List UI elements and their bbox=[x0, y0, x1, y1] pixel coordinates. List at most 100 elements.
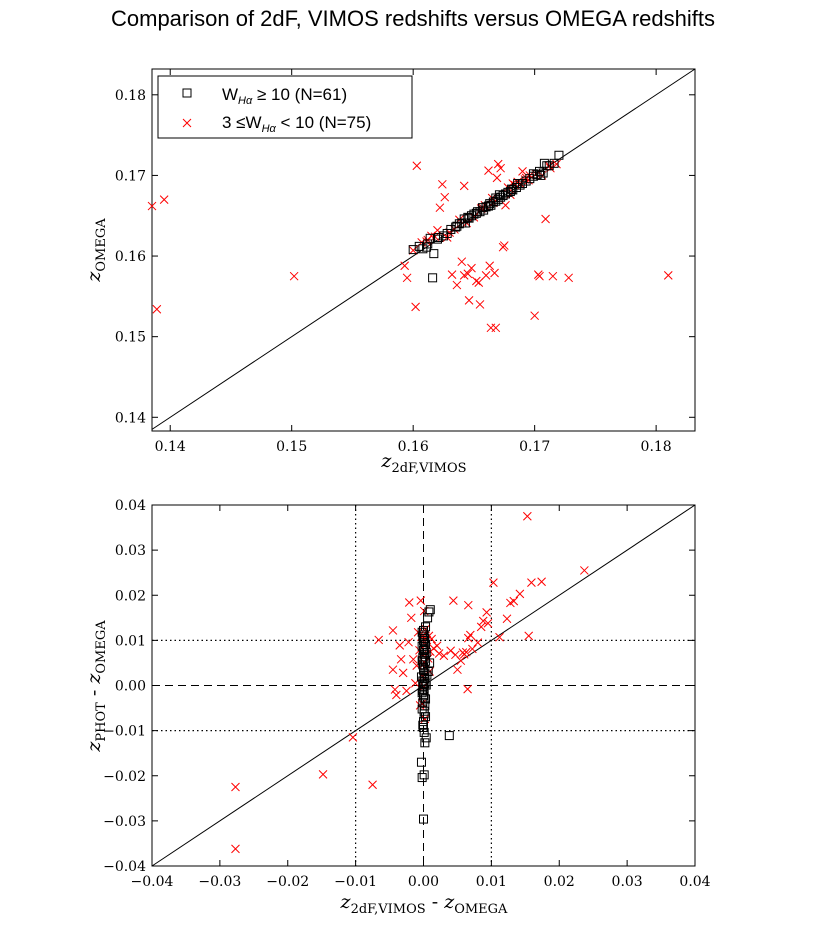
x-tick-label: −0.01 bbox=[334, 874, 377, 890]
square-marker bbox=[444, 731, 454, 741]
cross-marker bbox=[482, 608, 491, 617]
cross-marker bbox=[396, 654, 406, 664]
cross-marker bbox=[475, 300, 485, 309]
square-marker bbox=[425, 605, 435, 615]
square-marker bbox=[419, 706, 429, 716]
cross-marker bbox=[509, 596, 519, 606]
cross-marker bbox=[473, 638, 483, 647]
square-marker bbox=[420, 694, 430, 704]
square-marker bbox=[428, 273, 438, 283]
legend-cross-icon bbox=[182, 118, 192, 128]
cross-marker bbox=[374, 635, 384, 645]
square-marker bbox=[416, 757, 426, 767]
y-tick-label: 0.18 bbox=[115, 88, 146, 104]
cross-marker bbox=[434, 649, 444, 658]
cross-marker bbox=[368, 780, 377, 790]
square-marker bbox=[417, 656, 427, 666]
cross-marker bbox=[465, 630, 475, 640]
square-marker bbox=[496, 192, 506, 202]
cross-marker bbox=[159, 195, 169, 204]
cross-marker bbox=[433, 225, 442, 235]
cross-marker bbox=[490, 268, 499, 278]
cross-marker bbox=[395, 640, 405, 650]
square-marker bbox=[507, 184, 517, 194]
square-marker bbox=[421, 712, 431, 722]
cross-marker bbox=[496, 163, 505, 173]
cross-marker bbox=[552, 159, 561, 169]
cross-marker bbox=[492, 173, 502, 183]
x-tick-label: 0.03 bbox=[612, 874, 643, 890]
cross-marker bbox=[499, 241, 509, 250]
square-marker bbox=[423, 239, 433, 249]
cross-marker bbox=[404, 637, 413, 647]
cross-marker bbox=[400, 261, 410, 271]
square-marker bbox=[419, 625, 428, 635]
cross-marker bbox=[318, 770, 328, 779]
square-marker bbox=[419, 727, 429, 737]
square-marker bbox=[513, 178, 523, 188]
square-marker bbox=[460, 218, 470, 228]
cross-marker bbox=[493, 159, 503, 169]
cross-marker bbox=[453, 665, 462, 675]
square-marker bbox=[473, 207, 483, 217]
cross-marker bbox=[485, 261, 495, 271]
cross-marker bbox=[459, 181, 469, 191]
top-y-axis-label: zOMEGA bbox=[83, 218, 109, 283]
cross-marker bbox=[467, 263, 476, 273]
bottom-plot-points bbox=[231, 511, 589, 854]
cross-marker bbox=[541, 214, 550, 224]
square-marker bbox=[417, 773, 427, 783]
square-marker bbox=[425, 233, 435, 243]
y-tick-label: 0.02 bbox=[115, 588, 146, 604]
cross-marker bbox=[486, 323, 496, 333]
square-marker bbox=[419, 814, 428, 824]
cross-marker bbox=[530, 311, 540, 321]
cross-marker bbox=[348, 733, 358, 742]
square-marker bbox=[417, 627, 427, 637]
y-tick-label: 0.01 bbox=[115, 633, 146, 649]
cross-marker bbox=[471, 276, 481, 286]
cross-marker bbox=[447, 270, 457, 279]
cross-marker bbox=[476, 622, 486, 632]
cross-marker bbox=[398, 668, 408, 678]
legend-box bbox=[157, 75, 413, 139]
x-tick-label: −0.02 bbox=[266, 874, 309, 890]
cross-marker bbox=[406, 613, 416, 623]
cross-marker bbox=[463, 684, 472, 694]
cross-marker bbox=[483, 618, 493, 628]
square-marker bbox=[420, 679, 430, 689]
cross-marker bbox=[515, 589, 525, 599]
bottom-x-axis-label: z2dF,VIMOS - zOMEGA bbox=[340, 891, 508, 917]
square-marker bbox=[421, 733, 431, 743]
square-marker bbox=[554, 150, 564, 160]
bottom-y-axis-label: zPHOT - zOMEGA bbox=[83, 620, 109, 753]
top-plot-frame bbox=[151, 68, 696, 432]
legend-label-strong: WHα ≥ 10 (N=61) bbox=[222, 85, 347, 107]
cross-marker bbox=[391, 690, 401, 700]
y-tick-label: 0.03 bbox=[115, 543, 146, 559]
x-tick-label: 0.00 bbox=[408, 874, 439, 890]
cross-marker bbox=[449, 596, 458, 606]
x-tick-label: 0.17 bbox=[519, 439, 550, 455]
cross-marker bbox=[478, 616, 488, 626]
x-tick-label: 0.16 bbox=[398, 439, 429, 455]
cross-marker bbox=[402, 273, 412, 283]
cross-marker bbox=[452, 280, 462, 290]
legend-label-weak: 3 ≤WHα < 10 (N=75) bbox=[222, 113, 371, 135]
square-marker bbox=[536, 170, 546, 180]
cross-marker bbox=[527, 578, 536, 587]
y-tick-label: −0.01 bbox=[103, 724, 146, 740]
cross-marker bbox=[564, 273, 574, 283]
cross-marker bbox=[411, 302, 420, 312]
square-marker bbox=[432, 234, 442, 244]
cross-marker bbox=[522, 511, 532, 521]
cross-marker bbox=[502, 614, 512, 624]
square-marker bbox=[420, 673, 430, 683]
top-x-axis-label: z2dF,VIMOS bbox=[380, 450, 466, 476]
cross-marker bbox=[663, 271, 673, 280]
cross-marker bbox=[548, 271, 558, 281]
bottom-plot: −0.04 −0.03 −0.02 −0.01 0.00 0.01 0.02 0.03 0.04… bbox=[83, 498, 711, 917]
y-tick-label: −0.02 bbox=[103, 769, 146, 785]
cross-marker bbox=[408, 246, 418, 255]
